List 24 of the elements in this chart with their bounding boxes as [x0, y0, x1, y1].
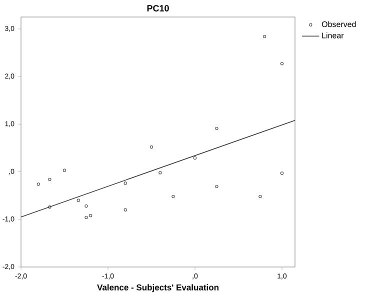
point [48, 205, 52, 209]
point [193, 156, 197, 160]
point [263, 34, 266, 38]
legend-label: Observed [322, 21, 356, 28]
point [89, 214, 92, 218]
point [215, 184, 218, 188]
point [76, 198, 80, 202]
point [258, 194, 262, 198]
point [124, 208, 127, 212]
point [84, 204, 88, 208]
x-axis-title: Valence - Subjects' Evaluation [97, 284, 218, 292]
point [36, 182, 40, 186]
point [280, 62, 284, 66]
point [84, 216, 88, 220]
point [150, 145, 154, 149]
point [215, 126, 218, 130]
point [158, 171, 162, 174]
point [62, 168, 66, 172]
point [48, 178, 52, 181]
chart-title: PC10 [147, 5, 169, 12]
point [172, 194, 175, 198]
point [124, 182, 127, 185]
point [280, 172, 284, 175]
legend-label: Linear [322, 32, 344, 38]
